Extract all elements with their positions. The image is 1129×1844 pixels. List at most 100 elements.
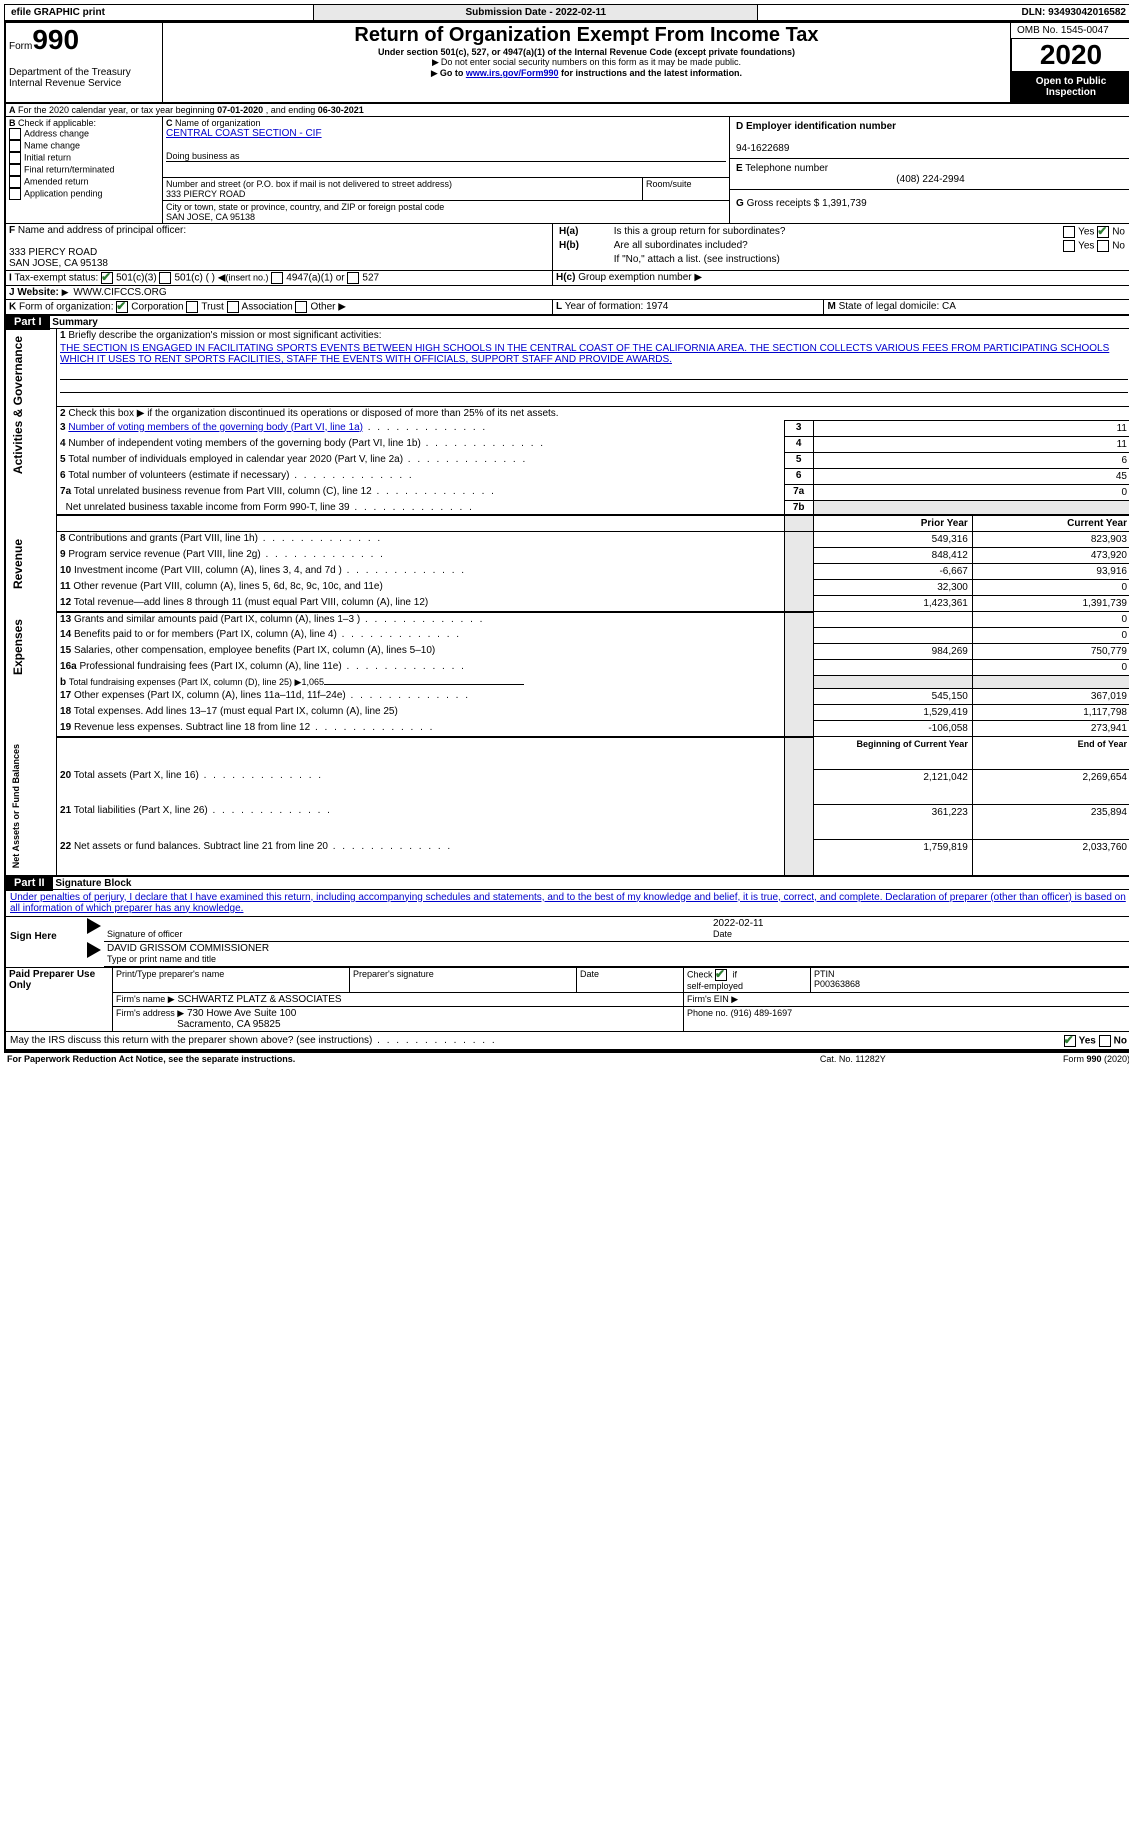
omb: OMB No. 1545-0047 <box>1011 23 1129 38</box>
n20n: 20 <box>60 770 71 781</box>
arrow-icon <box>87 918 101 934</box>
n21p: 361,223 <box>813 804 972 839</box>
cb-address-change[interactable]: Address change <box>24 128 89 138</box>
r12n: 12 <box>60 597 71 608</box>
cb-amended[interactable]: Amended return <box>24 176 89 186</box>
cb-4947[interactable]: 4947(a)(1) or <box>286 273 344 284</box>
dept: Department of the Treasury <box>9 67 131 78</box>
year-begin: 07-01-2020 <box>217 105 263 115</box>
e13n: 13 <box>60 614 71 625</box>
discuss-text: May the IRS discuss this return with the… <box>10 1035 372 1046</box>
officer-addr2: SAN JOSE, CA 95138 <box>9 258 108 269</box>
sign-here: Sign Here <box>6 917 84 967</box>
row5-num: 5 <box>60 454 66 465</box>
org-name-label: Name of organization <box>175 118 261 128</box>
col-current: Current Year <box>972 515 1129 532</box>
side-governance: Activities & Governance <box>9 330 27 480</box>
r11p: 32,300 <box>813 580 972 596</box>
cb-527[interactable]: 527 <box>362 273 379 284</box>
instructions-link[interactable]: www.irs.gov/Form990 <box>466 68 559 78</box>
e14t: Benefits paid to or for members (Part IX… <box>74 629 337 640</box>
cb-other[interactable]: Other <box>310 302 335 313</box>
cb-app-pending[interactable]: Application pending <box>24 188 103 198</box>
hb-note: If "No," attach a list. (see instruction… <box>611 253 1128 266</box>
e16at: Professional fundraising fees (Part IX, … <box>80 661 342 672</box>
e15n: 15 <box>60 645 71 656</box>
e15c: 750,779 <box>972 644 1129 660</box>
r11n: 11 <box>60 581 71 592</box>
form-subtitle: Under section 501(c), 527, or 4947(a)(1)… <box>166 47 1007 57</box>
row5-lbl: 5 <box>784 453 813 469</box>
e19p: -106,058 <box>813 721 972 737</box>
e17t: Other expenses (Part IX, column (A), lin… <box>74 690 346 701</box>
row7a-val: 0 <box>813 485 1129 501</box>
submission-date: Submission Date - 2022-02-11 <box>314 5 758 21</box>
room-label: Room/suite <box>646 179 692 189</box>
r8c: 823,903 <box>972 532 1129 548</box>
cb-final-return[interactable]: Final return/terminated <box>24 164 115 174</box>
cb-501c3[interactable]: 501(c)(3) <box>116 273 157 284</box>
e18c: 1,117,798 <box>972 705 1129 721</box>
prep-sig-label: Preparer's signature <box>350 967 577 992</box>
org-name[interactable]: CENTRAL COAST SECTION - CIF <box>166 128 322 139</box>
r10p: -6,667 <box>813 564 972 580</box>
form-number: 990 <box>32 24 79 55</box>
e17c: 367,019 <box>972 689 1129 705</box>
row4-num: 4 <box>60 438 66 449</box>
cb-initial-return[interactable]: Initial return <box>24 152 71 162</box>
year-prefix: For the 2020 calendar year, or tax year … <box>18 105 217 115</box>
topbar: efile GRAPHIC print Submission Date - 20… <box>4 4 1129 21</box>
declaration[interactable]: Under penalties of perjury, I declare th… <box>10 892 1126 914</box>
line2-text: Check this box ▶ if the organization dis… <box>68 408 558 419</box>
e17p: 545,150 <box>813 689 972 705</box>
cb-501c[interactable]: 501(c) ( ) <box>174 273 215 284</box>
r9n: 9 <box>60 549 66 560</box>
ptin-label: PTIN <box>814 969 835 979</box>
gross-receipts: 1,391,739 <box>822 198 867 209</box>
type-name-label: Type or print name and title <box>107 954 216 964</box>
r10n: 10 <box>60 565 71 576</box>
cb-name-change[interactable]: Name change <box>24 140 80 150</box>
e18n: 18 <box>60 706 71 717</box>
city-label: City or town, state or province, country… <box>166 202 444 212</box>
r11t: Other revenue (Part VIII, column (A), li… <box>73 581 382 592</box>
cb-trust[interactable]: Trust <box>201 302 223 313</box>
n22n: 22 <box>60 841 71 852</box>
phone-label: Telephone number <box>745 163 828 174</box>
prep-name-label: Print/Type preparer's name <box>113 967 350 992</box>
hc-text: Group exemption number <box>578 272 691 283</box>
e13c: 0 <box>972 612 1129 628</box>
dba-label: Doing business as <box>166 151 240 161</box>
row3-num: 3 <box>60 422 66 433</box>
n21c: 235,894 <box>972 804 1129 839</box>
row6-val: 45 <box>813 469 1129 485</box>
row5-text: Total number of individuals employed in … <box>68 454 403 465</box>
ein: 94-1622689 <box>736 143 789 154</box>
r8t: Contributions and grants (Part VIII, lin… <box>68 533 258 544</box>
side-expenses: Expenses <box>9 613 27 681</box>
mission-text[interactable]: THE SECTION IS ENGAGED IN FACILITATING S… <box>60 341 1128 367</box>
sig-date: 2022-02-11 <box>713 918 763 929</box>
year-form: 1974 <box>646 301 668 312</box>
sig-date-label: Date <box>713 929 732 939</box>
r11c: 0 <box>972 580 1129 596</box>
e16bt: Total fundraising expenses (Part IX, col… <box>69 677 324 687</box>
dln: DLN: 93493042016582 <box>794 5 1129 21</box>
row6-num: 6 <box>60 470 66 481</box>
form-title: Return of Organization Exempt From Incom… <box>166 24 1007 47</box>
partII-subtitle: Signature Block <box>55 878 131 889</box>
row3-text[interactable]: Number of voting members of the governin… <box>68 422 363 433</box>
row7b-val <box>813 501 1129 516</box>
n22p: 1,759,819 <box>813 840 972 876</box>
r8p: 549,316 <box>813 532 972 548</box>
footer-left: For Paperwork Reduction Act Notice, see … <box>4 1052 760 1065</box>
partII-title: Part II <box>6 875 53 891</box>
form-prefix: Form <box>9 41 32 52</box>
e13t: Grants and similar amounts paid (Part IX… <box>74 614 360 625</box>
cb-corp[interactable]: Corporation <box>131 302 183 313</box>
row7a-text: Total unrelated business revenue from Pa… <box>74 486 372 497</box>
year-end: 06-30-2021 <box>318 105 364 115</box>
col-prior: Prior Year <box>813 515 972 532</box>
n20t: Total assets (Part X, line 16) <box>74 770 199 781</box>
cb-assoc[interactable]: Association <box>242 302 293 313</box>
